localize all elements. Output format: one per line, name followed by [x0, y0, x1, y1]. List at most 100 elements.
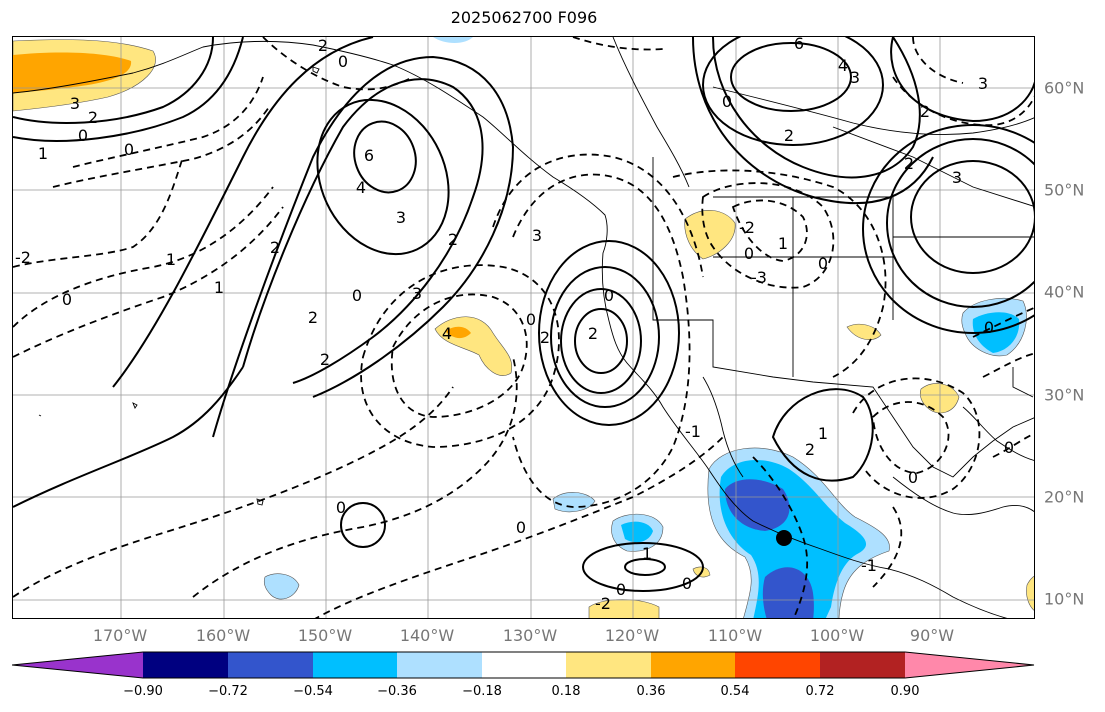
closed-contour-east-1	[862, 124, 1034, 334]
closed-contour-california-low-4	[538, 240, 680, 426]
dashed-east-3	[972, 306, 1034, 338]
lat-label: 50°N	[1044, 180, 1085, 200]
closed-contour-canada-4	[702, 37, 884, 146]
contour-label: 0	[984, 318, 994, 337]
contour-label: 2	[270, 238, 280, 257]
shade-negative-southwest	[263, 573, 300, 600]
dashed-west-2	[13, 206, 284, 358]
contour-label: 4	[356, 178, 366, 197]
colorbar-segment	[397, 652, 482, 678]
contour-label: 1	[214, 278, 224, 297]
colorbar-segment	[12, 652, 143, 678]
contour-label: 1	[38, 144, 48, 163]
shade-negative-southeast-core	[972, 312, 1020, 353]
colorbar-tick: −0.54	[293, 684, 333, 699]
contour-label: -2	[15, 248, 31, 267]
lat-label: 60°N	[1044, 78, 1085, 98]
contour-label: 3	[532, 226, 542, 245]
contour-label: 0	[682, 574, 692, 593]
colorbar-segment	[143, 652, 228, 678]
contour-ridge-1	[112, 37, 374, 388]
contour-label: 2	[88, 108, 98, 127]
colorbar-segment	[566, 652, 651, 678]
dashed-gulf-2	[852, 377, 981, 499]
contour-label: 2	[318, 37, 328, 55]
contour-label: 0	[616, 580, 626, 599]
contour-label: 2	[308, 308, 318, 327]
dashed-east-4	[982, 352, 1034, 378]
dashed-north-2	[572, 37, 664, 51]
dashed-plains	[672, 169, 887, 378]
dashed-nw-2	[52, 106, 270, 188]
contour-label: 3	[70, 94, 80, 113]
colorbar-segment	[820, 652, 905, 678]
colorbar-segment	[313, 652, 397, 678]
lat-label: 40°N	[1044, 282, 1085, 302]
contour-nw-corner-b	[13, 37, 244, 142]
colorbar-tick: −0.90	[123, 684, 163, 699]
closed-contour-tropic-1b	[624, 558, 666, 576]
closed-contour-pacific-0	[340, 502, 386, 548]
colorbar-tick: −0.36	[377, 684, 417, 699]
shade-negative-pacific	[552, 492, 596, 513]
colorbar-segment	[735, 652, 820, 678]
lon-label: 150°W	[297, 626, 353, 645]
dashed-south-1	[13, 386, 454, 598]
closed-contour-gulf-alaska-4	[316, 98, 450, 256]
lon-label: 100°W	[809, 626, 865, 645]
contour-canada-3	[712, 37, 921, 179]
contour-label: 3	[412, 284, 422, 303]
contour-label: 2	[805, 440, 815, 459]
contour-nw-corner	[13, 37, 214, 124]
contour-label: 3	[978, 74, 988, 93]
contour-label: 2	[448, 230, 458, 249]
lon-label: 90°W	[909, 626, 955, 645]
contour-label: -2	[739, 218, 755, 237]
contour-label: 0	[1004, 438, 1014, 457]
contour-ridge-0	[13, 366, 244, 508]
shade-negative-top	[433, 37, 473, 43]
contour-label: -3	[751, 268, 767, 287]
colorbar-tick: 0.72	[805, 684, 835, 699]
contour-label: 0	[124, 140, 134, 159]
solid-contours	[13, 37, 1034, 592]
lon-label: 140°W	[399, 626, 455, 645]
colorbar-outline	[12, 651, 1035, 679]
contour-label: 0	[338, 52, 348, 71]
dashed-offshore-2	[360, 264, 560, 448]
contour-label: 6	[364, 146, 374, 165]
lat-label: 10°N	[1044, 589, 1085, 609]
dashed-south-2	[192, 356, 518, 598]
contour-label: 2	[540, 328, 550, 347]
dashed-north-1	[262, 37, 414, 91]
storm-center-marker	[776, 530, 792, 546]
closed-contour-california-low-2	[560, 288, 642, 394]
map-title: 2025062700 F096	[450, 8, 598, 27]
dashed-offshore-1	[390, 293, 528, 418]
colorbar-segment	[905, 652, 1034, 678]
dashed-west-3	[13, 156, 184, 268]
colorbar-segment	[651, 652, 735, 678]
contour-label: 2	[320, 350, 330, 369]
shade-negative-mexico-core2	[762, 567, 814, 618]
contour-label: 4	[838, 56, 848, 75]
contour-label: -1	[861, 556, 877, 575]
contour-label: -2	[595, 594, 611, 613]
colorbar-segments	[12, 651, 1035, 679]
contour-ridge-2	[212, 55, 515, 438]
contour-label: 0	[818, 254, 828, 273]
closed-contour-canada-6	[730, 42, 852, 112]
dashed-central-trough	[512, 173, 691, 508]
lon-label: 170°W	[92, 626, 148, 645]
dashed-east-5	[992, 432, 1034, 458]
shade-positive-offshore-core	[445, 326, 471, 339]
shade-negative-mexico-core	[725, 479, 790, 531]
shade-positive-east	[1026, 575, 1034, 611]
contour-label: 2	[588, 324, 598, 343]
contour-label: 2	[904, 154, 914, 173]
lat-label: 20°N	[1044, 487, 1085, 507]
shade-positive-plains	[846, 323, 882, 340]
closed-contour-gulf-alaska-6	[353, 120, 417, 194]
closed-contour-east-3	[910, 160, 1034, 274]
dashed-rockies-1	[731, 199, 808, 262]
